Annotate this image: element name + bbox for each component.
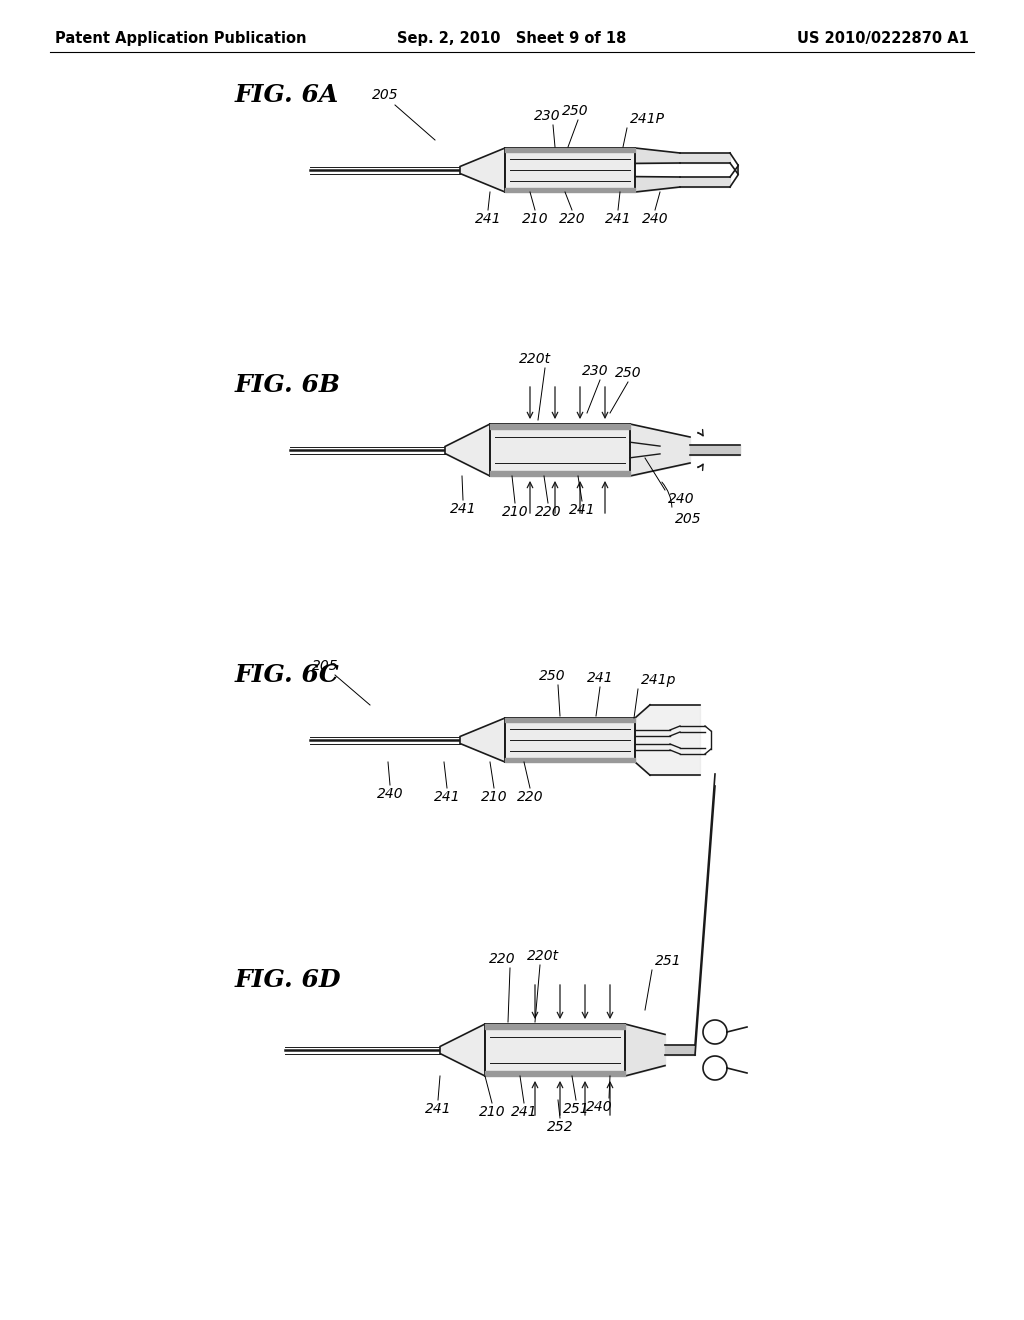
- Text: 205: 205: [372, 88, 398, 102]
- Text: 240: 240: [587, 1100, 613, 1114]
- Polygon shape: [485, 1024, 625, 1076]
- Text: 210: 210: [480, 789, 507, 804]
- Text: 241: 241: [605, 213, 632, 226]
- Text: 220: 220: [559, 213, 586, 226]
- Polygon shape: [440, 1024, 485, 1076]
- Polygon shape: [460, 148, 505, 191]
- Text: 241: 241: [568, 503, 595, 517]
- Polygon shape: [505, 718, 635, 762]
- Text: 241P: 241P: [630, 112, 665, 125]
- Text: 230: 230: [534, 110, 560, 123]
- Text: 220: 220: [535, 506, 561, 519]
- Text: 210: 210: [478, 1105, 505, 1119]
- Text: 241p: 241p: [641, 673, 677, 686]
- Text: 250: 250: [562, 104, 589, 117]
- Text: 241: 241: [587, 671, 613, 685]
- Text: 250: 250: [614, 366, 641, 380]
- Text: 240: 240: [668, 492, 694, 506]
- Text: 251: 251: [655, 954, 682, 968]
- Text: 205: 205: [311, 659, 338, 673]
- Text: Sep. 2, 2010   Sheet 9 of 18: Sep. 2, 2010 Sheet 9 of 18: [397, 30, 627, 45]
- Text: 220t: 220t: [527, 949, 559, 964]
- Text: 220: 220: [517, 789, 544, 804]
- Polygon shape: [490, 424, 630, 477]
- Text: 241: 241: [434, 789, 461, 804]
- Text: FIG. 6A: FIG. 6A: [234, 83, 339, 107]
- Text: 210: 210: [502, 506, 528, 519]
- Text: 240: 240: [377, 787, 403, 801]
- Text: 230: 230: [582, 364, 608, 378]
- Text: FIG. 6D: FIG. 6D: [234, 968, 341, 993]
- Polygon shape: [460, 718, 505, 762]
- Polygon shape: [505, 148, 635, 191]
- Text: 241: 241: [450, 502, 476, 516]
- Text: 220: 220: [488, 952, 515, 966]
- Polygon shape: [445, 424, 490, 477]
- Text: 251: 251: [562, 1102, 590, 1115]
- Text: 210: 210: [521, 213, 548, 226]
- Text: 252: 252: [547, 1119, 573, 1134]
- Text: Patent Application Publication: Patent Application Publication: [55, 30, 306, 45]
- Text: 205: 205: [675, 512, 701, 525]
- Text: FIG. 6C: FIG. 6C: [234, 663, 340, 686]
- Text: 240: 240: [642, 213, 669, 226]
- Text: 241: 241: [511, 1105, 538, 1119]
- Text: 241: 241: [475, 213, 502, 226]
- Text: 241: 241: [425, 1102, 452, 1115]
- Text: 250: 250: [539, 669, 565, 682]
- Text: FIG. 6B: FIG. 6B: [234, 374, 341, 397]
- Text: US 2010/0222870 A1: US 2010/0222870 A1: [797, 30, 969, 45]
- Text: 220t: 220t: [519, 352, 551, 366]
